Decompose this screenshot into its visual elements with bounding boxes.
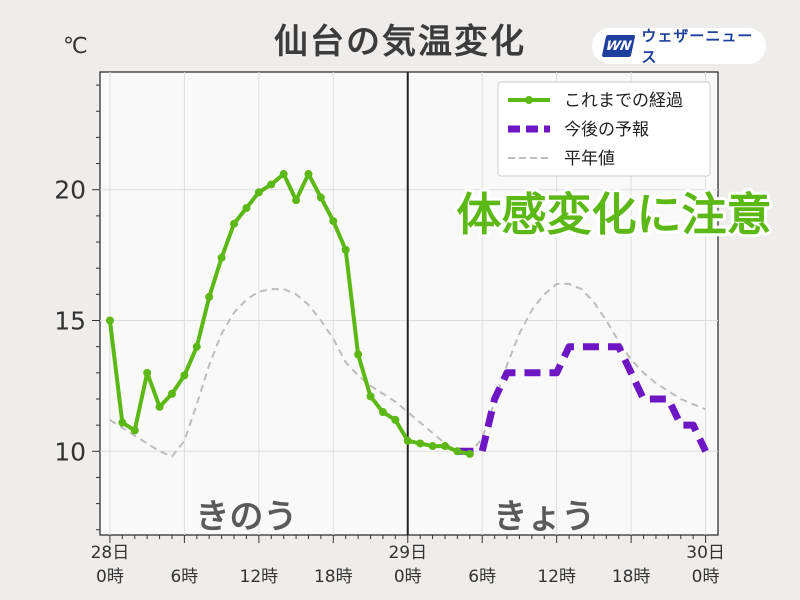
brand-name: ウェザーニュース xyxy=(641,27,754,66)
x-tick-label: 29日 0時 xyxy=(388,543,427,587)
legend-marker xyxy=(525,96,533,104)
data-point xyxy=(391,415,400,424)
data-point xyxy=(118,418,127,427)
data-point xyxy=(354,350,363,359)
data-point xyxy=(428,442,437,451)
data-point xyxy=(230,219,239,228)
data-point xyxy=(242,204,251,213)
data-point xyxy=(254,188,263,197)
data-point xyxy=(465,449,474,458)
x-tick-label: 6時 xyxy=(170,567,198,587)
x-tick-label: 6時 xyxy=(468,567,496,587)
data-point xyxy=(279,170,288,179)
series-line-2 xyxy=(457,343,709,455)
series-line-3 xyxy=(109,282,706,458)
y-tick-label: 20 xyxy=(54,176,86,205)
data-point xyxy=(403,436,412,445)
data-point xyxy=(217,253,226,262)
data-point xyxy=(155,402,164,411)
data-point xyxy=(366,392,375,401)
data-point xyxy=(341,245,350,254)
data-point xyxy=(180,371,189,380)
data-point xyxy=(105,316,114,325)
data-point xyxy=(167,389,176,398)
legend-label: 今後の予報 xyxy=(564,120,649,140)
x-tick-label: 18時 xyxy=(612,567,651,587)
data-point xyxy=(267,180,276,189)
data-point xyxy=(453,447,462,456)
chart-title: 仙台の気温変化 xyxy=(274,22,526,62)
y-tick-label: 15 xyxy=(54,307,86,336)
legend xyxy=(497,81,711,177)
headline-text: 体感変化に注意 xyxy=(456,188,771,241)
day-label: きのう xyxy=(195,497,297,537)
data-point xyxy=(329,217,338,226)
legend-label: これまでの経過 xyxy=(564,91,683,111)
x-tick-label: 30日 0時 xyxy=(686,543,725,587)
data-point xyxy=(130,426,139,435)
data-point xyxy=(143,368,152,377)
data-point xyxy=(292,196,301,205)
x-tick-label: 18時 xyxy=(314,567,353,587)
x-tick-label: 12時 xyxy=(537,567,576,587)
data-point xyxy=(316,193,325,202)
weathernews-brand-badge: WN ウェザーニュース xyxy=(592,27,766,66)
data-point xyxy=(416,439,425,448)
legend-label: 平年値 xyxy=(564,149,615,169)
y-axis-unit-label: ℃ xyxy=(63,34,88,59)
data-point xyxy=(378,408,387,417)
x-tick-label: 28日 0時 xyxy=(91,543,130,587)
data-point xyxy=(440,442,449,451)
y-tick-label: 10 xyxy=(54,437,86,466)
day-label: きょう xyxy=(493,497,595,537)
data-point xyxy=(304,170,313,179)
x-tick-label: 12時 xyxy=(240,567,279,587)
data-point xyxy=(205,292,214,301)
data-point xyxy=(192,342,201,351)
